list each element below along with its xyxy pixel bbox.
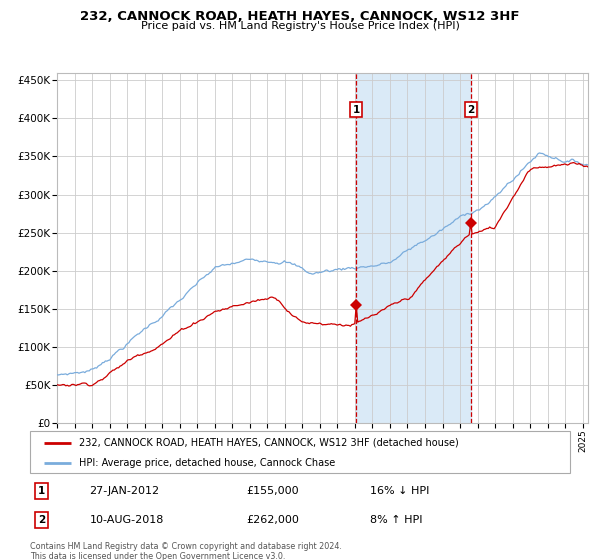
- Text: 8% ↑ HPI: 8% ↑ HPI: [370, 515, 422, 525]
- Text: 16% ↓ HPI: 16% ↓ HPI: [370, 486, 430, 496]
- Text: Contains HM Land Registry data © Crown copyright and database right 2024.
This d: Contains HM Land Registry data © Crown c…: [30, 542, 342, 560]
- Text: 1: 1: [353, 105, 360, 115]
- Text: Price paid vs. HM Land Registry's House Price Index (HPI): Price paid vs. HM Land Registry's House …: [140, 21, 460, 31]
- Text: 1: 1: [38, 486, 46, 496]
- Text: £155,000: £155,000: [246, 486, 299, 496]
- Text: 232, CANNOCK ROAD, HEATH HAYES, CANNOCK, WS12 3HF: 232, CANNOCK ROAD, HEATH HAYES, CANNOCK,…: [80, 10, 520, 22]
- Text: HPI: Average price, detached house, Cannock Chase: HPI: Average price, detached house, Cann…: [79, 458, 335, 468]
- Text: 2: 2: [38, 515, 46, 525]
- Text: 10-AUG-2018: 10-AUG-2018: [89, 515, 164, 525]
- FancyBboxPatch shape: [30, 431, 570, 473]
- Text: 232, CANNOCK ROAD, HEATH HAYES, CANNOCK, WS12 3HF (detached house): 232, CANNOCK ROAD, HEATH HAYES, CANNOCK,…: [79, 437, 458, 447]
- Text: 27-JAN-2012: 27-JAN-2012: [89, 486, 160, 496]
- Bar: [356, 73, 471, 423]
- Text: 2: 2: [467, 105, 475, 115]
- Text: £262,000: £262,000: [246, 515, 299, 525]
